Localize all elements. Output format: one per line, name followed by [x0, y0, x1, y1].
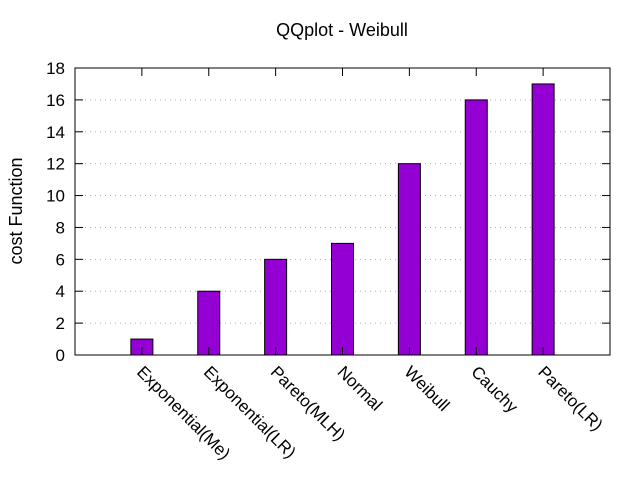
axes [74, 67, 611, 356]
bars [130, 83, 555, 356]
x-tick-label: Weibull [401, 362, 454, 415]
bar [197, 290, 221, 356]
y-tick-label: 6 [56, 250, 65, 269]
y-tick-label: 14 [46, 123, 65, 142]
y-tick-label: 4 [56, 282, 65, 301]
bar [464, 99, 488, 356]
x-tick-label: Pareto(LR) [534, 362, 606, 434]
y-axis-label: cost Function [6, 157, 26, 264]
bar [531, 83, 555, 356]
y-tick-label: 16 [46, 91, 65, 110]
y-tick-labels: 0 2 4 6 8 10 12 14 16 18 [46, 59, 65, 365]
y-tick-label: 18 [46, 59, 65, 78]
bar [397, 163, 421, 356]
x-tick-labels: Exponential(Me)Exponential(LR)Pareto(MLH… [133, 362, 606, 463]
y-tick-label: 12 [46, 155, 65, 174]
bar [264, 258, 288, 356]
plot-frame [74, 67, 611, 356]
y-tick-label: 0 [56, 346, 65, 365]
bar [331, 242, 354, 356]
grid-lines [75, 99, 610, 324]
chart-title: QQplot - Weibull [276, 20, 408, 40]
x-tick-label: Normal [334, 362, 386, 414]
y-tick-label: 2 [56, 314, 65, 333]
x-tick-label: Cauchy [467, 362, 522, 417]
y-tick-label: 8 [56, 218, 65, 237]
y-tick-label: 10 [46, 187, 65, 206]
